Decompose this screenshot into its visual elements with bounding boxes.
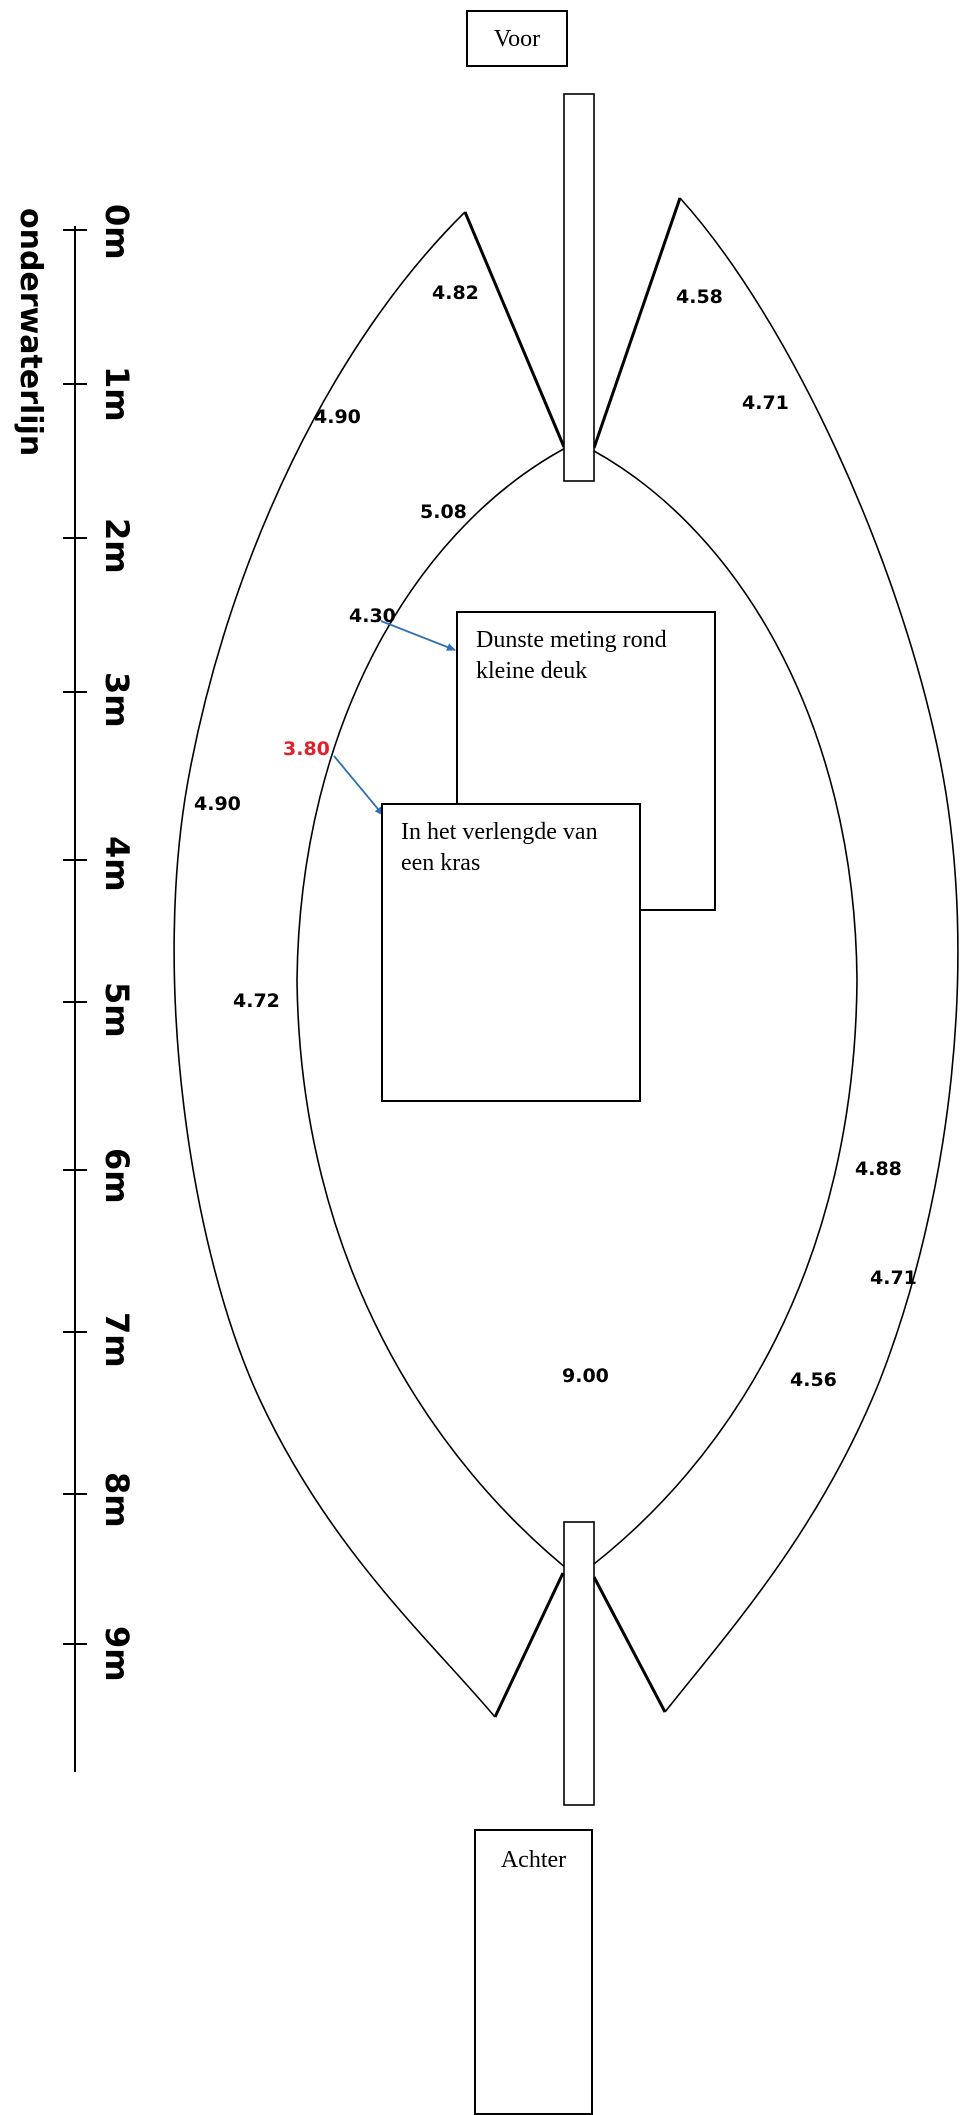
axis-tick-label: 4m xyxy=(98,836,136,892)
measurement-value: 4.71 xyxy=(870,1267,917,1289)
bow-notch-right xyxy=(592,197,682,449)
axis-tick-label: 5m xyxy=(98,982,136,1038)
axis-tick-label: 2m xyxy=(98,518,136,574)
measurement-value: 4.82 xyxy=(432,282,479,304)
rear-label: Achter xyxy=(500,1847,567,1873)
axis-tick-label: 6m xyxy=(98,1148,136,1204)
measurement-value: 4.58 xyxy=(676,286,723,308)
outer-hull-left xyxy=(173,211,496,1718)
scratch-note: In het verlengde van een kras xyxy=(381,803,641,1102)
measurement-value: 9.00 xyxy=(562,1365,609,1387)
measurement-value: 4.56 xyxy=(790,1369,837,1391)
bow-keel-bar xyxy=(563,93,595,482)
stern-notch-right xyxy=(592,1576,667,1713)
measurement-value: 4.88 xyxy=(855,1158,902,1180)
stern-keel-bar xyxy=(563,1521,595,1806)
bow-notch-left xyxy=(463,211,566,448)
measurement-value-highlight: 3.80 xyxy=(283,738,330,760)
axis-tick-label: 9m xyxy=(98,1626,136,1682)
outer-hull-right xyxy=(664,197,959,1713)
measurement-value: 4.90 xyxy=(194,793,241,815)
dent-note-text: Dunste meting rond kleine deuk xyxy=(476,627,667,685)
rear-label-box: Achter xyxy=(474,1829,593,2115)
axis-tick-label: 8m xyxy=(98,1472,136,1528)
axis-tick-label: 0m xyxy=(98,204,136,260)
axis-tick-label: 1m xyxy=(98,366,136,422)
scratch-note-text: In het verlengde van een kras xyxy=(401,819,598,877)
stern-notch-left xyxy=(493,1572,565,1718)
front-label: Voor xyxy=(493,26,541,52)
measurement-value: 4.72 xyxy=(233,990,280,1012)
front-label-box: Voor xyxy=(466,10,568,67)
axis-title: onderwaterlijn xyxy=(13,208,48,457)
measurement-value: 4.71 xyxy=(742,392,789,414)
measurement-value: 4.90 xyxy=(314,406,361,428)
scratch-arrow xyxy=(333,755,384,816)
axis-tick-label: 7m xyxy=(98,1312,136,1368)
measurement-value: 4.30 xyxy=(349,605,396,627)
axis-tick-label: 3m xyxy=(98,672,136,728)
dent-arrow xyxy=(380,620,456,651)
measurement-value: 5.08 xyxy=(420,501,467,523)
